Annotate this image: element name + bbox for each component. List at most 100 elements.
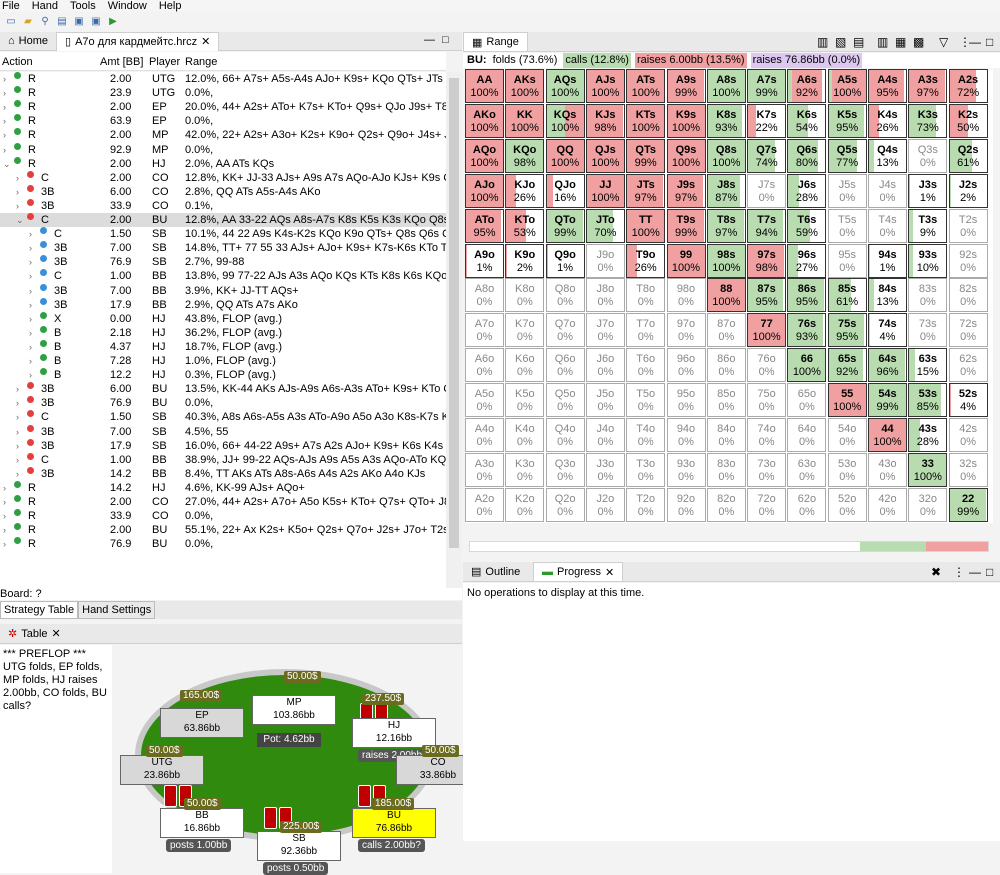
expand-icon[interactable]: › [16, 410, 19, 424]
expand-icon[interactable]: › [29, 284, 32, 298]
expand-icon[interactable]: › [3, 481, 6, 495]
minimize-icon[interactable]: — [424, 34, 435, 46]
expand-icon[interactable]: › [3, 86, 6, 100]
expand-icon[interactable]: › [29, 255, 32, 269]
open-folder-icon[interactable]: ▰ [21, 15, 35, 29]
expand-icon[interactable]: › [3, 128, 6, 142]
expand-icon[interactable]: › [29, 354, 32, 368]
tab-hand-settings[interactable]: Hand Settings [78, 601, 155, 619]
expand-icon[interactable]: › [29, 368, 32, 382]
menu-window[interactable]: Window [108, 0, 147, 12]
minimize-icon[interactable]: — [969, 565, 981, 579]
tree-scrollbar[interactable] [446, 72, 462, 588]
expand-icon[interactable]: › [16, 453, 19, 467]
menu-icon[interactable]: ⋮ [953, 565, 965, 579]
tab-strategy-table[interactable]: Strategy Table [0, 601, 78, 619]
color-mode-icon[interactable]: ▥ [817, 35, 828, 49]
expand-icon[interactable]: ⌄ [16, 213, 24, 227]
tab-home[interactable]: ⌂Home [0, 32, 56, 51]
split-mode-icon[interactable]: ▧ [835, 35, 846, 49]
expand-icon[interactable]: › [16, 396, 19, 410]
minimize-icon[interactable]: — [969, 35, 981, 49]
expand-icon[interactable]: › [3, 114, 6, 128]
tab-outline[interactable]: ▤Outline [463, 562, 528, 581]
expand-icon[interactable]: › [16, 439, 19, 453]
